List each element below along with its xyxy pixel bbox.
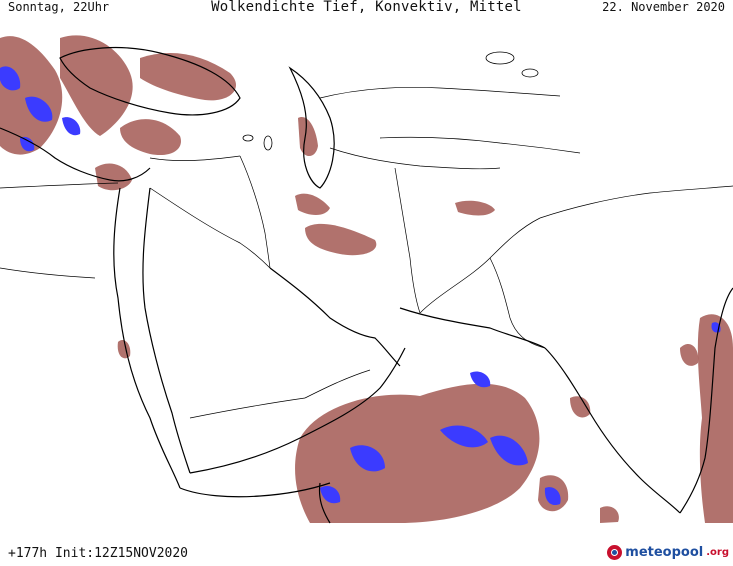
coast-india-west	[544, 347, 681, 514]
convective-layer	[0, 66, 721, 506]
border-egypt	[0, 182, 119, 189]
cloud-patch-blacksea	[140, 53, 236, 101]
lake-van	[242, 134, 254, 142]
coast-arabia-south	[189, 347, 406, 474]
border-turkmen	[329, 147, 501, 170]
lake-urmia	[263, 135, 273, 151]
lake-issyk-kul	[521, 68, 539, 78]
convective-core-9	[320, 485, 341, 504]
cloud-patch-afghan	[455, 200, 495, 216]
cloud-patch-india-south	[570, 396, 591, 418]
cloud-patch-bengal-west	[680, 343, 699, 366]
map-title: Wolkendichte Tief, Konvektiv, Mittel	[211, 0, 522, 15]
border-turkey-south	[149, 155, 241, 161]
meteopool-logo-icon	[607, 545, 623, 560]
header-date: 22. November 2020	[602, 0, 725, 14]
coast-red-sea-west	[113, 187, 181, 489]
border-iraq-iran	[239, 155, 271, 269]
cloud-patch-iran-north	[295, 193, 330, 215]
cloud-patch-balkans	[60, 35, 133, 137]
convective-core-4	[20, 136, 35, 152]
border-india-china	[539, 185, 733, 219]
cloud-patch-caspian	[298, 117, 318, 157]
border-oman	[304, 369, 371, 399]
weather-map	[0, 18, 733, 526]
border-saudi-north	[149, 187, 271, 269]
cloud-patch-iran-south	[305, 223, 377, 256]
convective-core-10	[544, 487, 561, 506]
coast-black-sea	[59, 46, 241, 116]
border-saudi-yemen	[189, 397, 306, 419]
border-kazakh-south	[379, 136, 581, 154]
brand-name: meteopool	[625, 544, 704, 560]
cloud-patch-arabian-sea	[295, 383, 540, 523]
coast-somalia	[318, 482, 331, 524]
coast-caspian	[288, 66, 335, 189]
coast-india-east	[679, 287, 733, 514]
brand-tld: .org	[706, 546, 729, 558]
convective-core-5	[350, 445, 385, 472]
lake-balkhash	[485, 51, 515, 65]
convective-core-1	[0, 66, 21, 91]
cloud-patch-turkey	[120, 119, 181, 156]
border-layer	[0, 86, 733, 419]
border-iran-afghan	[394, 167, 421, 314]
coast-mediterranean	[0, 127, 151, 182]
cloud-patch-india-central	[600, 506, 619, 523]
lakes-layer	[242, 51, 539, 151]
map-canvas	[0, 18, 733, 526]
convective-core-6	[440, 425, 488, 448]
coastline-layer	[0, 46, 733, 524]
brand-link[interactable]: meteopool .org	[607, 545, 729, 560]
header-valid-time: Sonntag, 22Uhr	[8, 0, 110, 14]
coast-red-sea-east	[142, 187, 191, 474]
coast-horn-africa	[179, 482, 331, 498]
border-central-asia	[319, 86, 561, 99]
convective-core-8	[470, 371, 491, 388]
model-run-info: +177h Init:12Z15NOV2020	[8, 546, 189, 561]
cloud-patch-bengal	[697, 314, 733, 523]
border-pak-india	[489, 257, 546, 349]
convective-core-7	[490, 435, 528, 466]
coast-persian-gulf	[269, 267, 401, 367]
convective-core-2	[25, 96, 53, 122]
convective-core-3	[62, 117, 81, 136]
border-sudan	[0, 267, 96, 279]
cloud-patch-europe-west	[0, 36, 63, 155]
